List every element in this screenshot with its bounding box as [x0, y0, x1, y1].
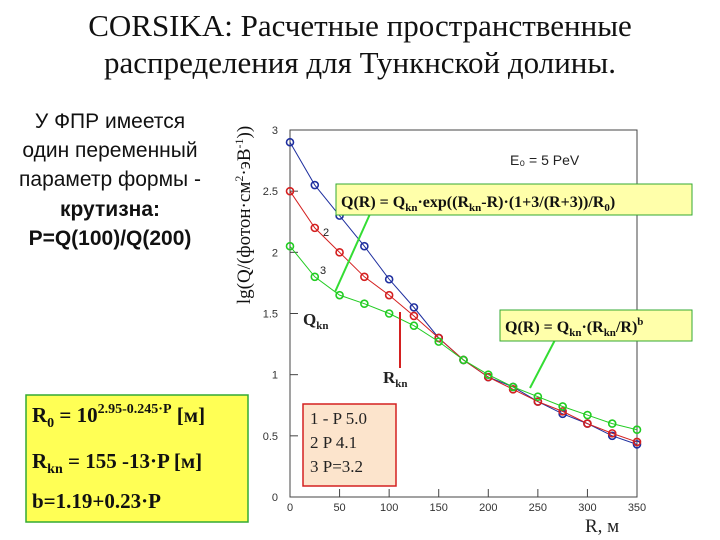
point	[335, 290, 344, 300]
x-tick-label: 50	[333, 502, 345, 514]
title-line: распределения для Тункнской долины.	[104, 45, 616, 80]
y-tick-label: 3	[272, 125, 278, 137]
point	[533, 392, 543, 401]
point	[583, 419, 592, 428]
formula: R0 = 102.95-0.245·P [м]	[32, 402, 205, 431]
x-tick-label: 300	[578, 502, 596, 514]
energy-label: E₀ = 5 PeV	[510, 152, 580, 168]
x-tick-label: 200	[479, 502, 497, 514]
formula-box	[25, 394, 249, 523]
x-axis-label: R, м	[585, 516, 619, 537]
point	[533, 397, 543, 406]
point	[409, 321, 419, 331]
title-line: CORSIKA: Расчетные пространственные	[88, 8, 632, 43]
pointer	[529, 339, 556, 389]
y-tick-label: 1	[272, 370, 278, 382]
left-bold: P=Q(100)/Q(200)	[29, 227, 192, 250]
point	[310, 223, 320, 233]
point	[434, 337, 444, 346]
point	[384, 274, 394, 284]
left-text: параметр формы -	[19, 168, 201, 191]
pointer	[334, 213, 371, 293]
curve-label: 2	[323, 227, 329, 239]
point	[632, 425, 642, 435]
point	[360, 241, 369, 251]
formula-box	[335, 183, 693, 216]
q-kn-label: Qkn	[303, 310, 328, 332]
point	[409, 303, 419, 312]
point	[285, 186, 295, 196]
point	[384, 290, 394, 300]
left-text: один переменный	[22, 139, 197, 162]
point	[285, 241, 295, 251]
y-tick-label: 2	[272, 247, 278, 259]
formula-box	[499, 309, 693, 342]
y-tick-label: 2.5	[263, 186, 278, 198]
y-tick-label: 0	[272, 492, 278, 504]
left-bold: крутизна:	[60, 198, 160, 221]
point	[607, 419, 617, 428]
point	[310, 180, 320, 190]
point	[409, 311, 419, 321]
point	[310, 272, 320, 282]
point	[558, 402, 567, 411]
legend-entry: 2 P 4.1	[310, 433, 357, 452]
legend-entry: 1 - P 5.0	[310, 409, 367, 428]
point	[360, 299, 369, 309]
point	[384, 309, 394, 318]
x-tick-label: 150	[430, 502, 448, 514]
curve	[289, 245, 638, 431]
formula: b=1.19+0.23·P	[32, 489, 161, 513]
legend-entry: 3 P=3.2	[310, 457, 363, 476]
legend	[302, 403, 397, 487]
formula-pow: Q(R) = Qkn·(Rkn/R)b	[505, 316, 643, 339]
x-tick-label: 0	[287, 502, 293, 514]
x-tick-label: 350	[628, 502, 646, 514]
point	[483, 370, 493, 379]
formula-exp: Q(R) = Qkn·exp((Rkn-R)·(1+3/(R+3))/R0)	[341, 194, 615, 214]
formula: Rkn = 155 -13·P [м]	[32, 449, 202, 477]
point	[360, 272, 369, 282]
y-tick-label: 1.5	[263, 309, 278, 321]
left-text: У ФПР имеется	[35, 110, 185, 133]
point	[607, 429, 617, 438]
x-tick-label: 250	[529, 502, 547, 514]
curve-label: 3	[320, 265, 326, 277]
point	[558, 407, 567, 416]
r-kn-label: Rkn	[383, 368, 408, 390]
point	[285, 137, 295, 147]
y-axis-label: lg(Q/(фотон·см2·эВ-1))	[232, 126, 255, 304]
point	[335, 248, 344, 257]
x-tick-label: 100	[380, 502, 398, 514]
point	[583, 410, 592, 420]
point	[508, 382, 518, 392]
point	[459, 355, 468, 365]
y-tick-label: 0.5	[263, 431, 278, 443]
point	[632, 437, 642, 447]
